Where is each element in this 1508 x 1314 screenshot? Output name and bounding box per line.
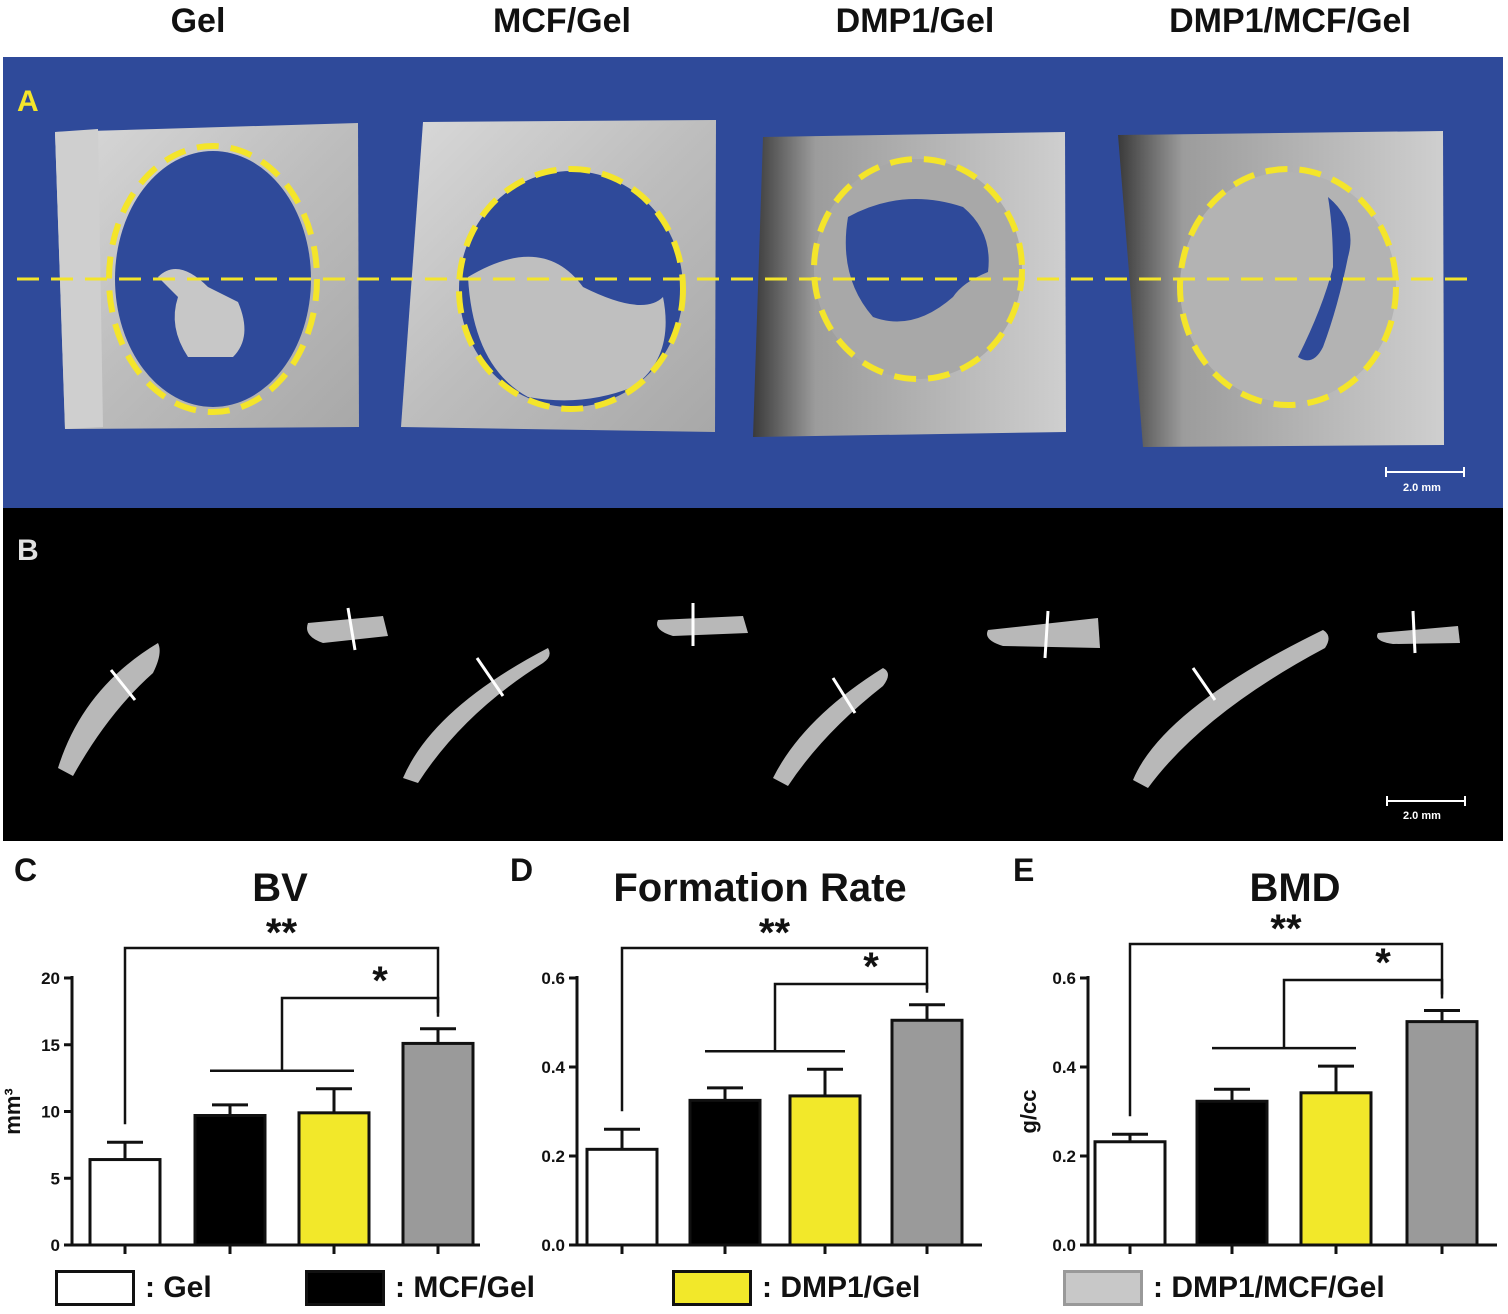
chart-c-bar-dmp1-gel — [299, 1113, 369, 1245]
chart-e-ytick-label: 0.6 — [1052, 969, 1076, 988]
chart-e-ytick-label: 0.4 — [1052, 1058, 1076, 1077]
chart-c-bar-mcf-gel — [195, 1116, 265, 1245]
sample-mcf-gel-rendering — [401, 120, 716, 432]
panel-b-sections — [3, 508, 1503, 841]
legend-swatch-dmp1-mcf-gel — [1063, 1270, 1143, 1306]
column-title-mcf-gel: MCF/Gel — [382, 2, 742, 41]
chart-d-bar-mcf-gel — [690, 1100, 760, 1245]
chart-c-ytick-label: 20 — [41, 969, 60, 988]
chart-c-sig-short: * — [372, 959, 388, 1003]
legend-item-mcf-gel: : MCF/Gel — [305, 1268, 535, 1308]
chart-d-sig-long: ** — [759, 911, 791, 955]
sample-dmp1-mcf-gel-rendering — [1118, 131, 1444, 447]
chart-c-ytick-label: 15 — [41, 1036, 60, 1055]
chart-e-sig-short: * — [1375, 941, 1391, 985]
chart-d-ytick-label: 0.4 — [541, 1058, 565, 1077]
panel-a-renderings — [3, 57, 1503, 508]
column-title-gel: Gel — [18, 2, 378, 41]
chart-c-bar-dmp1-mcf-gel — [403, 1043, 473, 1245]
legend-item-gel: : Gel — [55, 1268, 212, 1308]
chart-e-ytick-label: 0.0 — [1052, 1236, 1076, 1255]
legend-swatch-mcf-gel — [305, 1270, 385, 1306]
chart-d-letter: D — [510, 852, 533, 889]
chart-c-ylabel: mm³ — [0, 1088, 25, 1134]
legend-swatch-gel — [55, 1270, 135, 1306]
sample-gel-rendering — [55, 123, 359, 429]
sample-dmp1-gel-rendering — [753, 132, 1066, 437]
legend-label-gel: : Gel — [145, 1271, 212, 1305]
legend-label-mcf-gel: : MCF/Gel — [395, 1271, 535, 1305]
legend-label-dmp1-gel: : DMP1/Gel — [762, 1271, 920, 1305]
chart-e-ytick-label: 0.2 — [1052, 1147, 1076, 1166]
chart-d-bar-dmp1-mcf-gel — [892, 1020, 962, 1245]
column-title-dmp1-gel: DMP1/Gel — [735, 2, 1095, 41]
chart-d-bar-gel — [587, 1149, 657, 1245]
chart-d-ytick-label: 0.2 — [541, 1147, 565, 1166]
chart-d-ytick-label: 0.0 — [541, 1236, 565, 1255]
chart-c-letter: C — [14, 852, 37, 889]
chart-e-letter: E — [1013, 852, 1034, 889]
chart-c-ytick-label: 5 — [51, 1169, 60, 1188]
legend-label-dmp1-mcf-gel: : DMP1/MCF/Gel — [1153, 1271, 1385, 1305]
legend-item-dmp1-gel: : DMP1/Gel — [672, 1268, 920, 1308]
chart-e-bar-gel — [1095, 1142, 1165, 1245]
chart-e-bar-dmp1-gel — [1301, 1093, 1371, 1245]
chart-e-bmd: 0.00.20.40.6g/cc*** — [1010, 900, 1500, 1260]
chart-e-bar-mcf-gel — [1197, 1101, 1267, 1245]
column-title-dmp1-mcf-gel: DMP1/MCF/Gel — [1110, 2, 1470, 41]
chart-d-sig-short: * — [863, 945, 879, 989]
chart-c-ytick-label: 10 — [41, 1103, 60, 1122]
legend-swatch-dmp1-gel — [672, 1270, 752, 1306]
chart-d-ytick-label: 0.6 — [541, 969, 565, 988]
chart-c-ytick-label: 0 — [51, 1236, 60, 1255]
panel-b-scale-label: 2.0 mm — [1403, 810, 1441, 822]
panel-b-scale-bar — [1386, 800, 1466, 802]
panel-a-microct-3d: A — [3, 57, 1503, 508]
chart-e-ylabel: g/cc — [1016, 1089, 1041, 1133]
chart-e-bracket-long — [1130, 944, 1442, 1116]
chart-c-sig-long: ** — [266, 911, 298, 955]
chart-c-bar-gel — [90, 1160, 160, 1245]
chart-d-bar-dmp1-gel — [790, 1096, 860, 1245]
legend-item-dmp1-mcf-gel: : DMP1/MCF/Gel — [1063, 1268, 1385, 1308]
chart-e-bar-dmp1-mcf-gel — [1407, 1022, 1477, 1245]
chart-e-sig-long: ** — [1270, 907, 1302, 951]
panel-b-microct-sections: B 2.0 mm — [3, 508, 1503, 841]
chart-d-formation-rate: 0.00.20.40.6*** — [505, 900, 985, 1260]
panel-a-scale-bar — [1385, 471, 1465, 473]
panel-a-scale-label: 2.0 mm — [1403, 482, 1441, 494]
